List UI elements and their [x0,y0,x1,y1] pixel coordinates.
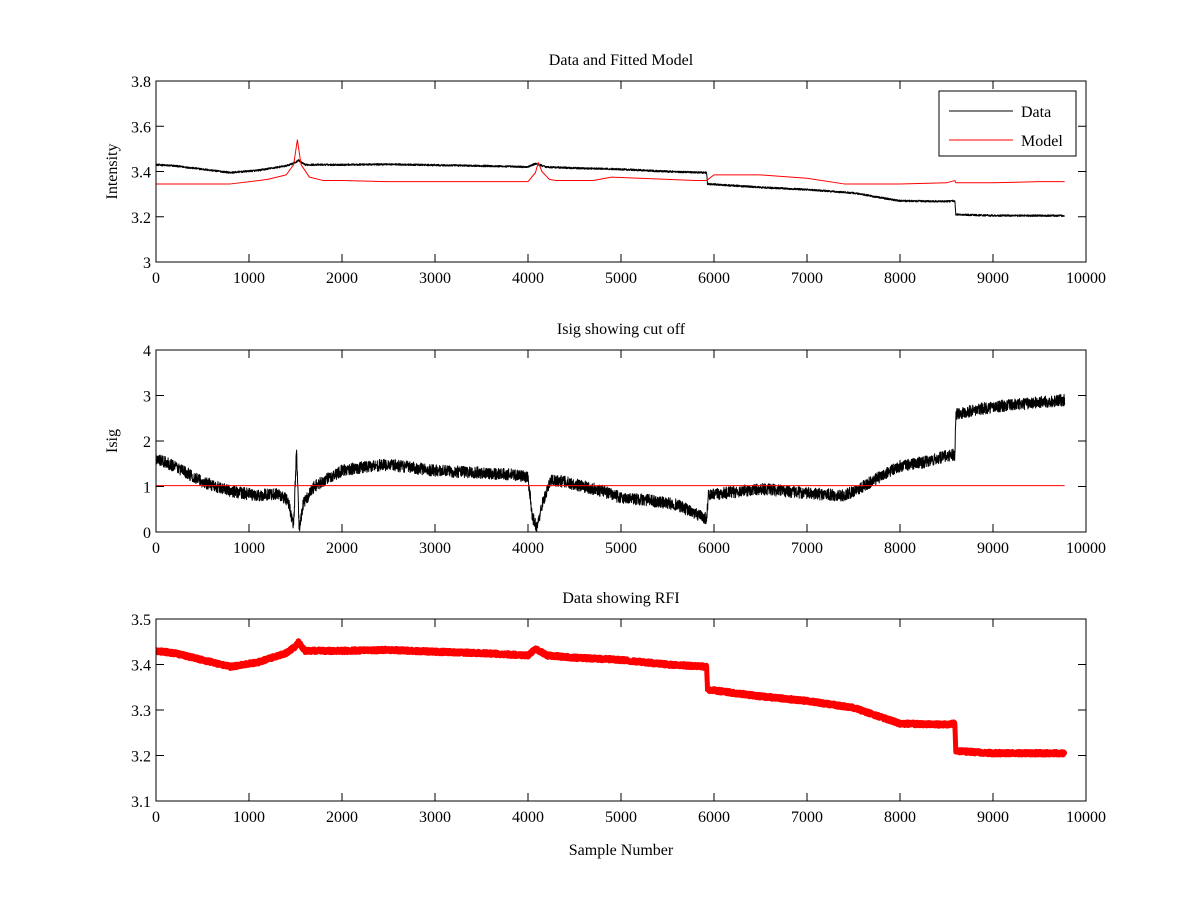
x-tick-label: 0 [152,540,160,557]
y-tick-label: 3.5 [131,612,151,629]
x-tick-label: 4000 [512,270,544,287]
chart-1: 0 1000 2000 3000 4000 5000 6000 7000 8000 9000 100… [104,52,1106,287]
y-tick-label: 3.6 [131,119,151,136]
x-tick-label: 10000 [1066,809,1106,826]
legend: Data Model [938,90,1077,157]
legend-label-model: Model [1021,133,1063,150]
series-line-1 [156,393,1066,532]
x-tick-label: 9000 [977,270,1009,287]
x-tick-label: 2000 [326,809,358,826]
x-tick-label: 3000 [419,270,451,287]
x-tick-label: 2000 [326,270,358,287]
x-tick-label: 6000 [698,540,730,557]
series-line-1 [156,638,1068,758]
x-tick-label: 5000 [605,809,637,826]
chart-title: Data showing RFI [562,590,679,607]
x-tick-label: 7000 [791,809,823,826]
x-tick-label: 8000 [884,809,916,826]
x-tick-label: 8000 [884,270,916,287]
chart-3: 0 1000 2000 3000 4000 5000 6000 7000 8000 9000 100… [131,590,1106,859]
x-tick-label: 8000 [884,540,916,557]
x-tick-label: 7000 [791,540,823,557]
y-axis-label: Isig [104,429,121,453]
chart-title: Isig showing cut off [557,321,686,338]
plot-area [156,139,1065,217]
y-tick-label: 3.3 [131,703,151,720]
y-tick-label: 3.1 [131,794,151,811]
x-tick-label: 5000 [605,540,637,557]
x-tick-label: 7000 [791,270,823,287]
legend-box [938,90,1077,157]
x-tick-label: 9000 [977,809,1009,826]
y-tick-label: 3 [143,255,151,272]
y-tick-label: 3.4 [131,165,151,182]
x-tick-label: 4000 [512,540,544,557]
x-tick-label: 1000 [233,540,265,557]
plot-area [156,393,1066,532]
chart-2: 0 1000 2000 3000 4000 5000 6000 7000 8000 9000 100… [104,321,1106,557]
x-tick-label: 6000 [698,270,730,287]
x-axis-label: Sample Number [569,842,674,859]
y-tick-label: 3.2 [131,749,151,766]
x-tick-label: 0 [152,809,160,826]
x-tick-label: 1000 [233,270,265,287]
y-tick-label: 2 [143,434,151,451]
y-tick-label: 4 [143,343,151,360]
x-tick-label: 6000 [698,809,730,826]
x-tick-label: 4000 [512,809,544,826]
y-tick-label: 3.8 [131,74,151,91]
y-tick-label: 3 [143,389,151,406]
x-tick-label: 10000 [1066,270,1106,287]
x-tick-label: 1000 [233,809,265,826]
x-tick-label: 0 [152,270,160,287]
x-tick-label: 10000 [1066,540,1106,557]
x-tick-label: 3000 [419,540,451,557]
x-tick-label: 9000 [977,540,1009,557]
y-tick-label: 1 [143,480,151,497]
x-tick-label: 5000 [605,270,637,287]
x-tick-label: 2000 [326,540,358,557]
series-line-model [156,139,1065,185]
x-tick-label: 3000 [419,809,451,826]
legend-label-data: Data [1021,104,1051,121]
series-line-data [156,159,1065,217]
y-tick-label: 3.4 [131,658,151,675]
y-tick-label: 0 [143,525,151,542]
plot-area [156,638,1068,758]
y-axis-label: Intensity [104,144,121,200]
chart-title: Data and Fitted Model [549,52,694,69]
y-tick-label: 3.2 [131,210,151,227]
